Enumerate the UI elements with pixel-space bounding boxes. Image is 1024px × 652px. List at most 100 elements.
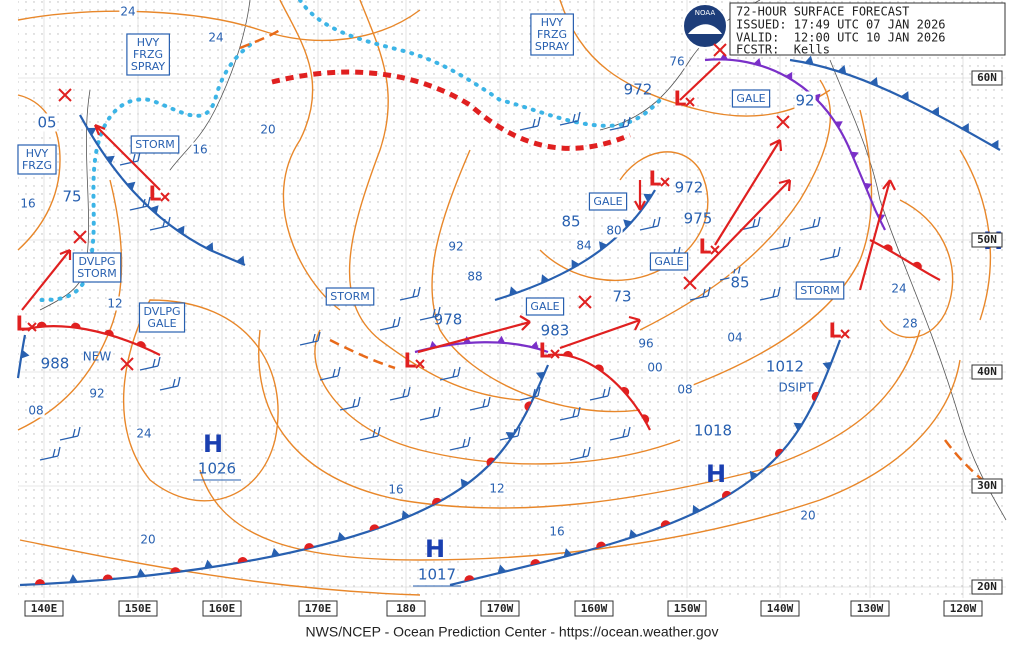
front-symbol [464,575,475,582]
low-center: L [829,319,842,343]
latitude-box [971,579,1003,595]
front-semicircle [34,579,45,585]
front-symbol [834,121,843,129]
front-semicircle [304,543,315,550]
wind-barb [39,446,61,461]
low-x [415,359,425,369]
label-halo [560,212,582,231]
front-symbol [136,568,146,577]
isobar-label: 12 [107,297,122,311]
label-halo [259,122,277,137]
low-center: L [539,339,552,363]
warning-box [138,302,186,333]
wind-barb [159,376,181,391]
front-triangle [176,225,185,235]
wind-barb [299,331,321,346]
wind-barb [689,286,711,301]
warning-label: GALE [731,89,771,108]
front-symbol [36,321,47,328]
front [869,239,941,281]
front [79,114,246,267]
isobar-label: 16 [549,525,564,539]
low-center: L [674,87,687,111]
longitude-label: 170W [487,602,514,615]
wind-barb [389,386,411,401]
front-triangle [530,341,539,349]
latitude-box [971,364,1003,380]
freezing-spray-areas [38,0,662,302]
front [449,339,842,587]
wind-barb [609,426,631,441]
label-halo [901,316,919,331]
front-symbol [883,244,893,252]
front-triangle [869,77,878,87]
front-symbol [596,541,607,549]
header-forecaster: FCSTR: Kells [736,43,830,57]
front-semicircle [104,329,114,337]
warning-box [530,13,574,56]
isobar-label: 92 [795,92,814,110]
front-triangle [623,219,633,229]
isobar-label: 16 [192,143,207,157]
front [16,334,27,379]
front-symbol [912,261,922,270]
latitude-label: 50N [977,233,997,246]
front-symbol [628,529,638,539]
front-symbol [990,139,999,150]
front-triangle [692,504,701,515]
label-halo [119,4,137,19]
front-semicircle [237,557,248,563]
isobar-label: 92 [89,387,104,401]
warning-text: GALE [593,195,622,208]
label-halo [729,273,751,292]
front-triangle [900,91,909,101]
header-valid: VALID: 12:00 UTC 10 JAN 2026 [736,31,946,45]
forecast-position [776,115,790,129]
warning-box [126,33,170,76]
label-halo [207,30,225,45]
label-halo [575,238,593,253]
front-symbol [863,182,872,191]
front-triangle [505,431,515,441]
longitude-box [24,600,64,617]
warning-text: FRZG [22,159,52,172]
label-halo [447,239,465,254]
label-halo [191,142,209,157]
front-symbol [960,123,969,133]
label-halo [106,296,124,311]
front-symbol [850,151,859,159]
longitude-box [386,600,426,617]
front-symbol [541,274,550,284]
forecast-position [683,276,697,290]
front-symbol [204,559,214,569]
longitude-box [574,600,614,617]
latitude-box [971,70,1003,86]
front [19,364,550,587]
wind-barb [419,406,441,421]
front-triangle [105,155,115,165]
label-halo [139,532,157,547]
front-semicircle [811,391,819,402]
front-symbol [432,497,442,506]
front-triangle [497,564,507,574]
wind-barb [799,216,821,231]
label-halo [61,187,83,206]
logo-gull [688,24,722,34]
front-triangle [204,559,214,569]
low-x [685,97,695,107]
longitude-box [667,600,707,617]
label-halo [548,524,566,539]
label-halo [799,508,817,523]
front-symbol [104,329,114,337]
high-center: H [203,430,223,458]
front-symbol [869,77,878,87]
front-semicircle [464,575,475,582]
warning-box [588,192,628,211]
warning-label: GALE [649,252,689,271]
front-symbol [126,181,136,191]
status-note: NEW [83,350,112,364]
longitude-label: 140E [31,602,58,615]
label-halo [387,482,405,497]
